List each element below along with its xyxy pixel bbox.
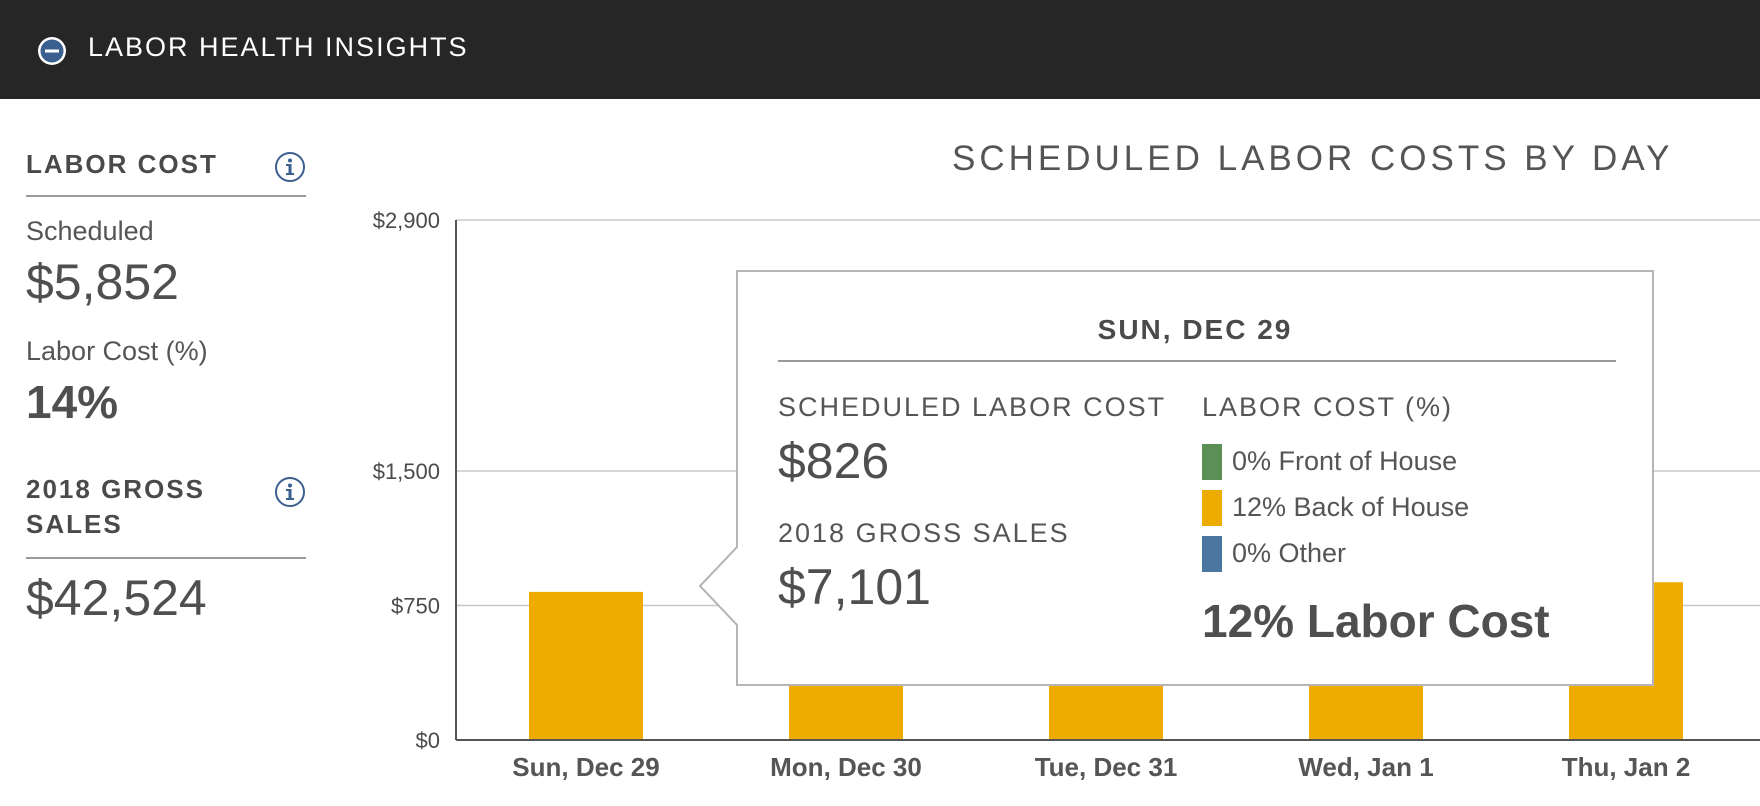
tooltip-total-labor-cost: 12% Labor Cost xyxy=(1202,595,1550,647)
tooltip-scheduled-value: $826 xyxy=(778,433,890,489)
y-tick-label: $0 xyxy=(416,728,440,753)
tooltip-percent-label: LABOR COST (%) xyxy=(1202,392,1454,422)
gross-sales-value: $42,524 xyxy=(26,570,207,626)
x-tick-label: Tue, Dec 31 xyxy=(1035,752,1178,782)
header-title: LABOR HEALTH INSIGHTS xyxy=(88,32,469,62)
chart-tooltip: SUN, DEC 29 SCHEDULED LABOR COST $826 20… xyxy=(698,270,1654,686)
labor-cost-percent-value: 14% xyxy=(26,376,119,428)
legend-swatch xyxy=(1202,444,1222,480)
gross-sales-heading-line2: SALES xyxy=(26,509,123,539)
legend-label: 12% Back of House xyxy=(1232,492,1470,522)
gross-sales-heading: 2018 GROSS SALES xyxy=(26,472,205,542)
scheduled-label: Scheduled xyxy=(26,216,154,246)
y-tick-label: $2,900 xyxy=(373,208,440,233)
tooltip-scheduled-label: SCHEDULED LABOR COST xyxy=(778,392,1167,422)
chart-title: SCHEDULED LABOR COSTS BY DAY xyxy=(952,139,1674,178)
y-tick-label: $1,500 xyxy=(373,459,440,484)
scheduled-value: $5,852 xyxy=(26,254,179,310)
legend-label: 0% Other xyxy=(1232,538,1347,568)
gross-sales-heading-line1: 2018 GROSS xyxy=(26,474,205,504)
labor-cost-heading: LABOR COST xyxy=(26,149,218,179)
legend-swatch xyxy=(1202,536,1222,572)
tooltip-gross-label: 2018 GROSS SALES xyxy=(778,518,1070,548)
x-tick-label: Sun, Dec 29 xyxy=(512,752,659,782)
tooltip-pointer xyxy=(698,546,738,626)
x-tick-label: Wed, Jan 1 xyxy=(1298,752,1433,782)
tooltip-day: SUN, DEC 29 xyxy=(1097,314,1293,345)
sidebar: LABOR COST Scheduled $5,852 Labor Cost (… xyxy=(0,99,320,806)
divider xyxy=(778,360,1616,362)
bar xyxy=(529,591,643,740)
info-icon[interactable] xyxy=(274,151,306,183)
y-tick-label: $750 xyxy=(391,594,440,619)
labor-cost-percent-label: Labor Cost (%) xyxy=(26,336,208,366)
divider xyxy=(26,557,306,559)
x-tick-label: Mon, Dec 30 xyxy=(770,752,922,782)
x-tick-label: Thu, Jan 2 xyxy=(1562,752,1691,782)
minus-circle-icon[interactable] xyxy=(36,35,68,67)
tooltip-gross-value: $7,101 xyxy=(778,559,931,615)
divider xyxy=(26,195,306,197)
legend-label: 0% Front of House xyxy=(1232,446,1458,476)
header-bar: LABOR HEALTH INSIGHTS xyxy=(0,0,1760,99)
info-icon[interactable] xyxy=(274,476,306,508)
legend-swatch xyxy=(1202,490,1222,526)
